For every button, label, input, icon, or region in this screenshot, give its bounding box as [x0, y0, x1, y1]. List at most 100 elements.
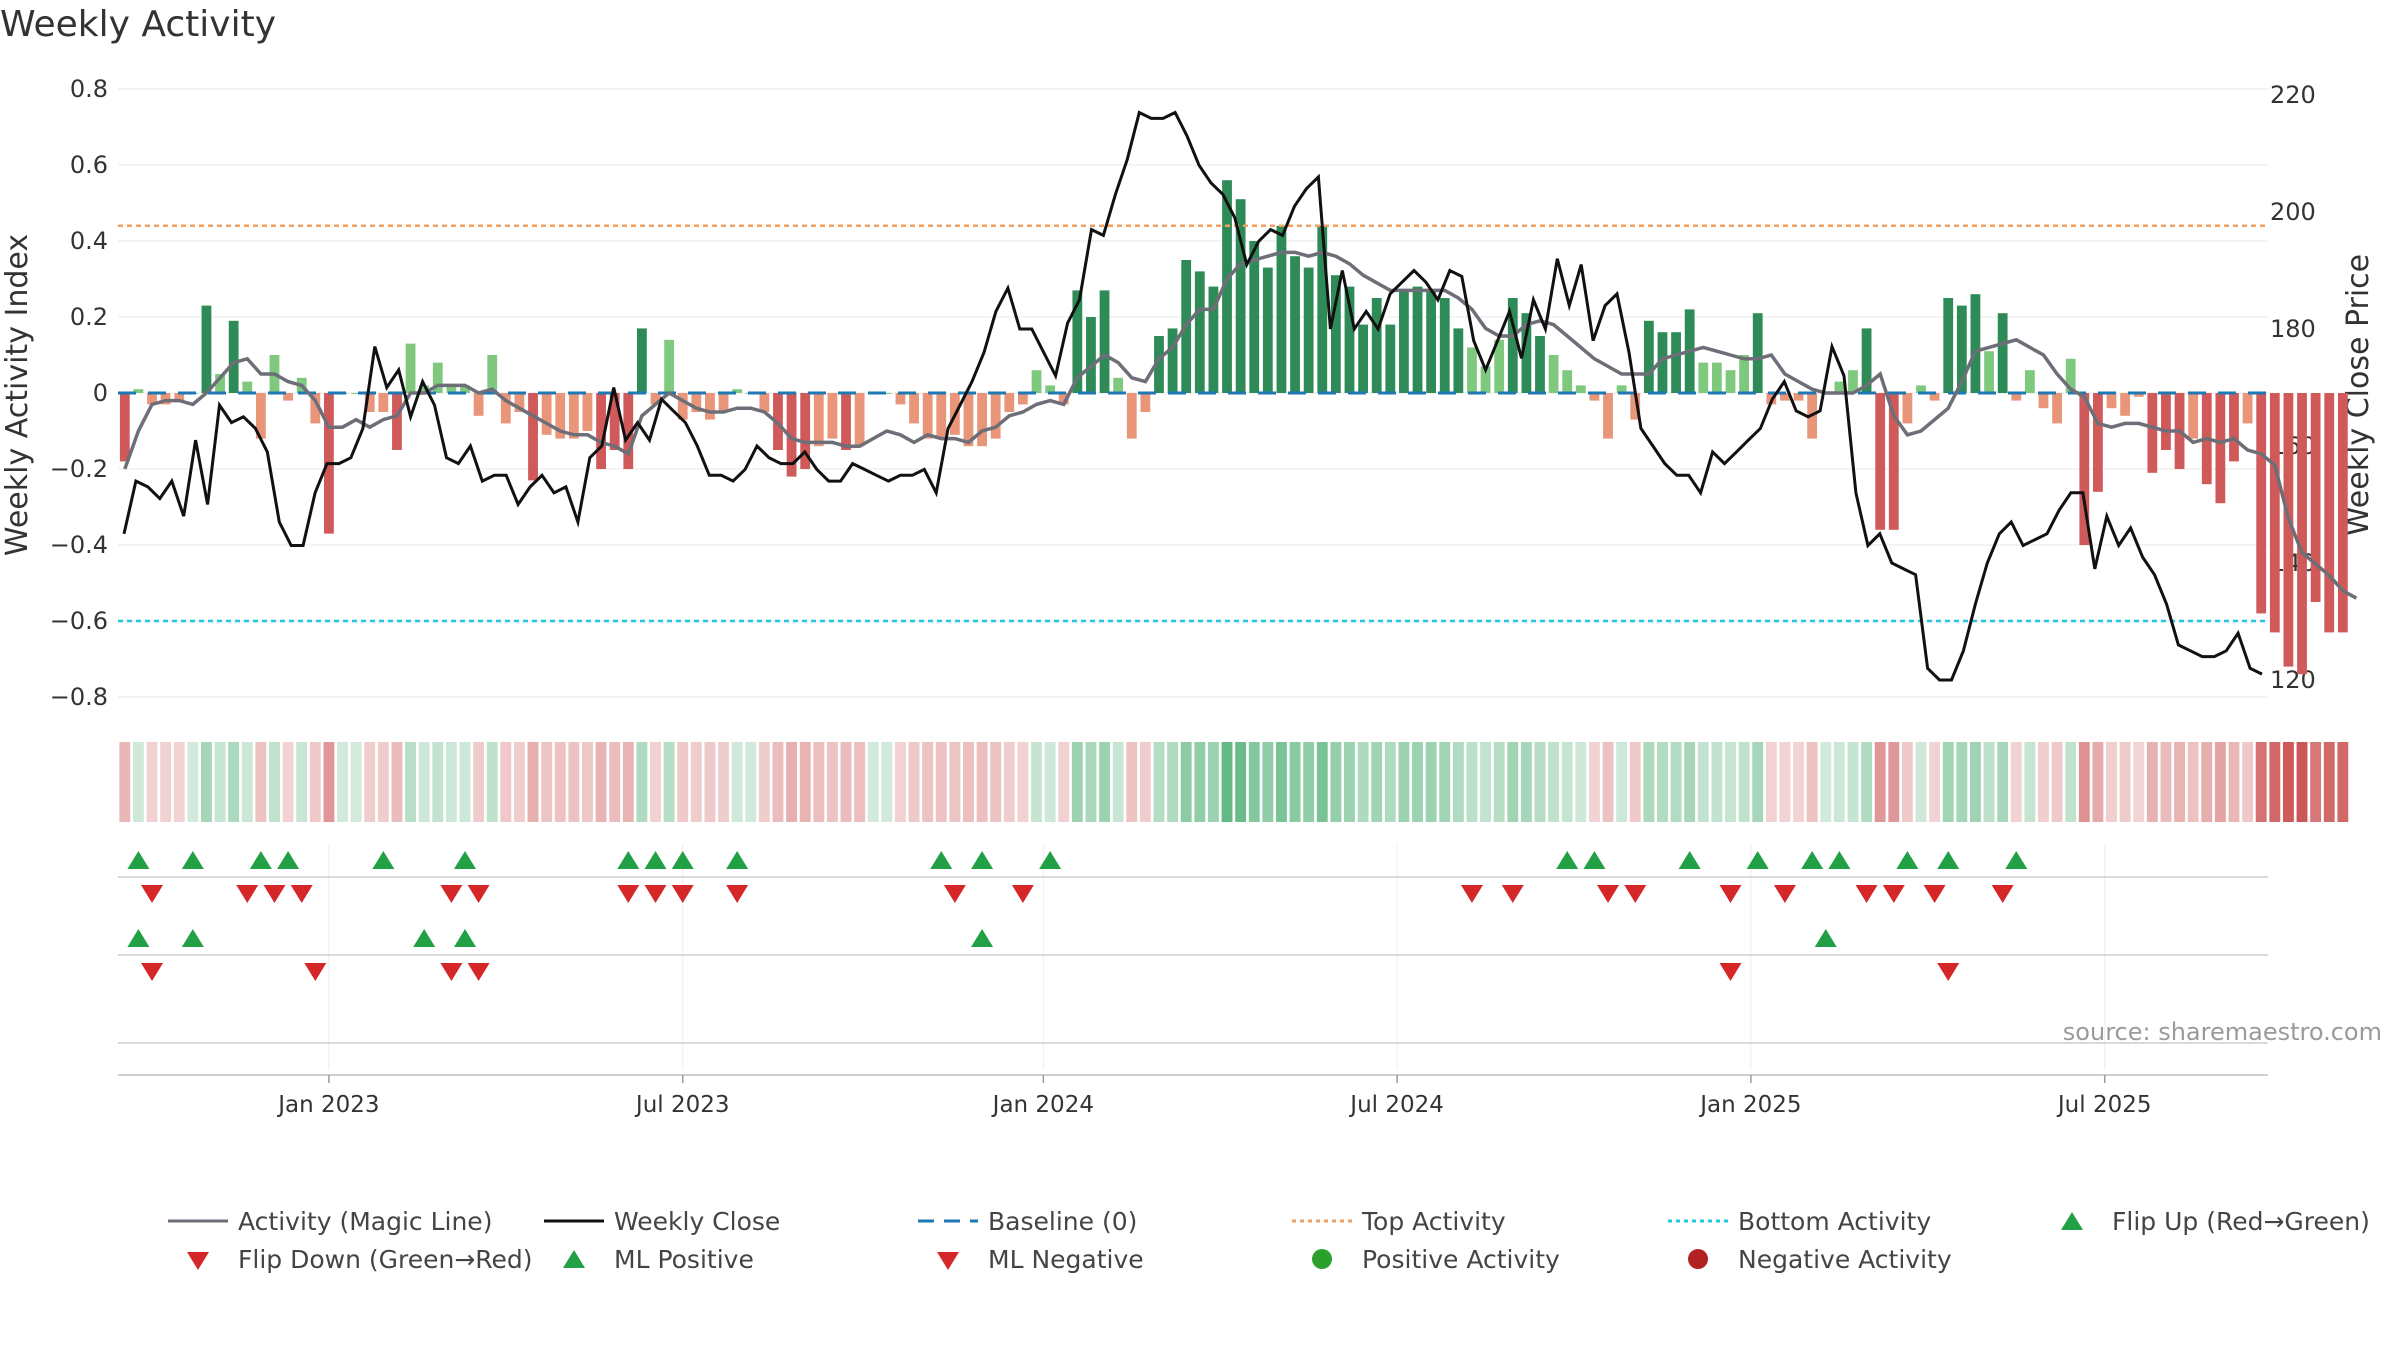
heat-strip-cell: [1643, 742, 1655, 822]
activity-bar: [2215, 393, 2226, 504]
activity-bar: [1086, 317, 1096, 393]
activity-bar: [1780, 393, 1790, 401]
activity-bar: [2065, 358, 2076, 393]
legend-dot-orange-icon: [1292, 1219, 1352, 1223]
heat-strip-cell: [1575, 742, 1587, 822]
heat-strip-cell: [663, 742, 675, 822]
activity-bar: [718, 393, 729, 412]
heat-strip-cell: [2133, 742, 2145, 822]
activity-bar: [514, 393, 525, 412]
activity-bar: [2052, 393, 2062, 424]
activity-bar: [1317, 225, 1328, 393]
activity-bar: [1630, 393, 1641, 420]
ml-positive-marker: [971, 929, 994, 947]
heat-strip-cell: [2187, 742, 2199, 822]
heat-strip-cell: [1085, 742, 1097, 822]
heat-strip-cell: [2214, 742, 2226, 822]
legend-item-top-activity: Top Activity: [1292, 1206, 1506, 1236]
heat-strip-cell: [1139, 742, 1151, 822]
heat-strip-cell: [854, 742, 866, 822]
heat-strip-cell: [976, 742, 988, 822]
chart-title: Weekly Activity: [0, 4, 277, 45]
ml-positive-marker: [181, 929, 204, 947]
activity-bar: [1521, 313, 1532, 393]
heat-strip-cell: [1207, 742, 1219, 822]
legend-triangle-down-icon: [187, 1252, 209, 1270]
activity-bar: [582, 393, 593, 431]
y-tick-label: 0: [93, 379, 108, 407]
legend-line-black-icon: [544, 1219, 604, 1223]
heat-strip-cell: [867, 742, 879, 822]
activity-bar: [1875, 393, 1886, 530]
activity-bar: [473, 393, 484, 416]
heat-strip-cell: [309, 742, 321, 822]
activity-bar: [1739, 355, 1750, 393]
heat-strip-cell: [690, 742, 702, 822]
legend-triangle-down-icon: [937, 1252, 959, 1270]
ml-positive-marker: [413, 929, 436, 947]
activity-bar: [2093, 393, 2103, 492]
heat-strip-cell: [1126, 742, 1138, 822]
flip-down-marker: [726, 885, 749, 903]
heat-strip-cell: [1262, 742, 1274, 822]
heat-strip-cell: [1915, 742, 1927, 822]
activity-bar: [1671, 332, 1681, 393]
heat-strip-cell: [2201, 742, 2213, 822]
flip-down-marker: [1882, 885, 1905, 903]
activity-bar: [650, 393, 661, 405]
heat-strip-cell: [1412, 742, 1423, 822]
flip-up-marker: [1937, 851, 1960, 869]
activity-bar: [201, 305, 212, 393]
heat-strip-cell: [1466, 742, 1478, 822]
activity-bar: [2188, 393, 2199, 439]
activity-bar: [1113, 377, 1124, 393]
heat-strip-cell: [813, 742, 825, 822]
heat-strip-cell: [1929, 742, 1941, 822]
activity-bar: [1861, 328, 1872, 393]
magic-line-series: [123, 250, 2358, 600]
activity-bar: [2283, 393, 2294, 667]
flip-down-marker: [290, 885, 313, 903]
flip-up-marker: [2005, 851, 2028, 869]
activity-bar: [596, 393, 606, 469]
heat-strip-cell: [418, 742, 430, 822]
heat-strip-cell: [1153, 742, 1165, 822]
activity-bar: [677, 393, 688, 420]
activity-bar: [541, 393, 552, 435]
activity-bar: [446, 385, 457, 393]
flip-down-marker: [1501, 885, 1524, 903]
heat-strip-cell: [568, 742, 580, 822]
y2-tick-label: 200: [2270, 198, 2316, 226]
activity-bar: [909, 393, 919, 424]
flip-up-marker: [1828, 851, 1851, 869]
heat-strip-cell: [1738, 742, 1750, 822]
heat-strip-cell: [2255, 742, 2267, 822]
flip-up-marker: [127, 851, 150, 869]
flip-down-marker: [1923, 885, 1946, 903]
y-axis-title: Weekly Activity Index: [0, 234, 35, 556]
activity-bar: [2297, 393, 2307, 675]
heat-strip-cell: [1058, 742, 1070, 822]
activity-bar: [1249, 241, 1260, 393]
activity-bar: [2079, 393, 2090, 545]
y-tick-label: −0.4: [50, 531, 108, 559]
weekly-close-series: [122, 110, 2263, 682]
heat-strip-cell: [2092, 742, 2104, 822]
heat-strip-cell: [1629, 742, 1641, 822]
activity-bar: [1548, 355, 1559, 393]
heat-strip-cell: [677, 742, 689, 822]
activity-bar: [419, 385, 430, 393]
activity-bar: [1603, 393, 1613, 439]
legend-item-ml-negative: ML Negative: [918, 1244, 1144, 1274]
heat-strip-cell: [2174, 742, 2185, 822]
activity-bar: [1031, 370, 1042, 393]
heat-strip-cell: [935, 742, 947, 822]
activity-bar: [1072, 290, 1083, 393]
activity-bar: [1535, 336, 1545, 393]
activity-bar: [351, 393, 362, 394]
activity-bar: [2242, 393, 2253, 424]
activity-bar: [119, 393, 130, 462]
heat-strip-cell: [473, 742, 485, 822]
activity-bar: [1235, 199, 1246, 393]
activity-bar: [800, 393, 811, 469]
